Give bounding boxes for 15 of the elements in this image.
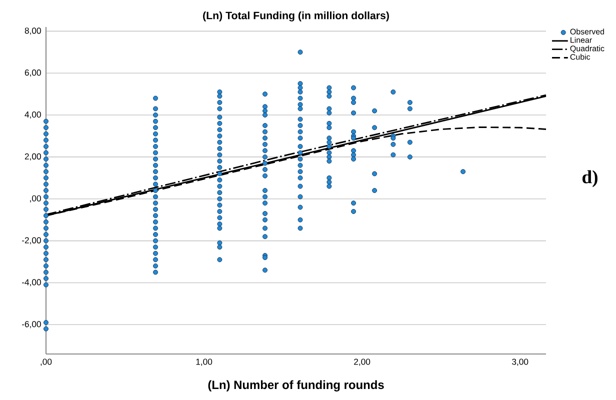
y-tick-label: -6,00 (22, 321, 41, 328)
x-tick-label: 1,00 (196, 358, 212, 366)
x-tick-label: 3,00 (512, 358, 528, 366)
chart-title: (Ln) Total Funding (in million dollars) (203, 11, 389, 22)
text: d) (582, 170, 598, 188)
y-tick-label: 4,00 (24, 111, 41, 119)
x-axis-title: (Ln) Number of funding rounds (208, 380, 384, 392)
y-tick-label: 8,00 (24, 28, 41, 35)
y-tick-label: ,00 (30, 195, 41, 202)
y-tick-label: 2,00 (24, 153, 41, 161)
y-tick-label: 6,00 (24, 70, 41, 77)
y-tick-label: -2,00 (22, 237, 41, 244)
y-tick-label: -4,00 (22, 279, 41, 286)
x-tick-label: 2,00 (354, 358, 370, 366)
x-tick-label: ,00 (40, 358, 52, 366)
